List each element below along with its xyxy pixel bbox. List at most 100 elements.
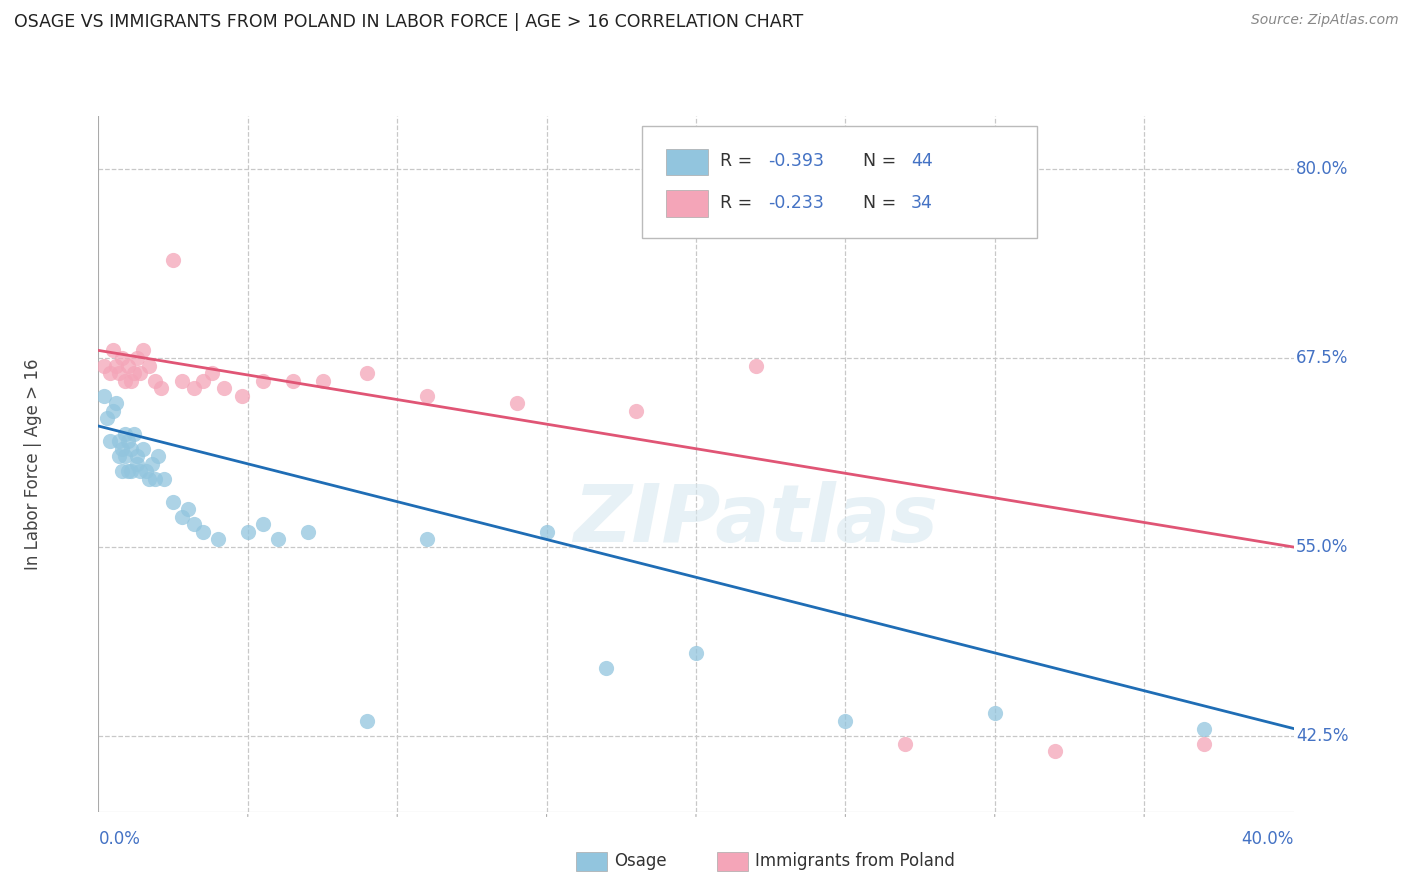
Point <box>93 389 115 403</box>
Text: R =: R = <box>720 153 758 170</box>
Point <box>117 464 139 478</box>
Point <box>685 646 707 660</box>
Point <box>172 509 194 524</box>
Text: OSAGE VS IMMIGRANTS FROM POLAND IN LABOR FORCE | AGE > 16 CORRELATION CHART: OSAGE VS IMMIGRANTS FROM POLAND IN LABOR… <box>14 13 803 31</box>
Point <box>1192 737 1215 751</box>
Point <box>183 381 205 395</box>
Point <box>124 366 146 380</box>
Point <box>132 442 155 456</box>
Point <box>135 464 157 478</box>
Point <box>117 359 139 373</box>
Text: 67.5%: 67.5% <box>1296 349 1348 367</box>
Point <box>191 374 214 388</box>
Point <box>1043 744 1066 758</box>
FancyBboxPatch shape <box>666 190 709 217</box>
Point <box>114 450 136 464</box>
Text: 44: 44 <box>911 153 932 170</box>
Point <box>536 524 558 539</box>
Point <box>111 351 134 365</box>
Text: ZIPatlas: ZIPatlas <box>574 481 938 558</box>
Point <box>183 517 205 532</box>
Point <box>150 381 173 395</box>
Point <box>120 464 142 478</box>
Point <box>141 457 163 471</box>
Point <box>96 411 118 425</box>
Point <box>416 389 439 403</box>
Point <box>201 366 224 380</box>
Point <box>162 252 184 267</box>
Point <box>212 381 235 395</box>
Point <box>834 714 856 728</box>
Text: In Labor Force | Age > 16: In Labor Force | Age > 16 <box>24 358 42 570</box>
Point <box>311 374 333 388</box>
Point <box>108 366 131 380</box>
Point <box>172 374 194 388</box>
Point <box>111 442 134 456</box>
Point <box>207 533 229 547</box>
Point <box>153 472 176 486</box>
Point <box>124 426 146 441</box>
Point <box>894 737 917 751</box>
Point <box>356 714 378 728</box>
Point <box>252 374 274 388</box>
Point <box>98 434 122 449</box>
Text: 40.0%: 40.0% <box>1241 830 1294 848</box>
Point <box>177 502 200 516</box>
Text: -0.233: -0.233 <box>768 194 824 212</box>
Point <box>129 366 152 380</box>
Point <box>114 426 136 441</box>
Point <box>132 343 155 358</box>
Point <box>98 366 122 380</box>
Point <box>138 472 160 486</box>
Text: 80.0%: 80.0% <box>1296 160 1348 178</box>
Point <box>143 472 166 486</box>
Point <box>1192 722 1215 736</box>
Point <box>416 533 439 547</box>
Point <box>103 343 125 358</box>
Point <box>105 396 128 410</box>
Point <box>105 359 128 373</box>
Text: Immigrants from Poland: Immigrants from Poland <box>755 852 955 870</box>
Point <box>127 351 149 365</box>
FancyBboxPatch shape <box>666 149 709 175</box>
Text: 34: 34 <box>911 194 934 212</box>
Point <box>103 404 125 418</box>
Text: Osage: Osage <box>614 852 666 870</box>
Point <box>356 366 378 380</box>
Point <box>111 464 134 478</box>
Point <box>595 661 617 675</box>
Point <box>162 494 184 508</box>
Point <box>281 374 304 388</box>
Text: -0.393: -0.393 <box>768 153 824 170</box>
Point <box>506 396 529 410</box>
Point <box>117 434 139 449</box>
Point <box>108 434 131 449</box>
Point <box>191 524 214 539</box>
Point <box>120 374 142 388</box>
Point <box>252 517 274 532</box>
Text: Source: ZipAtlas.com: Source: ZipAtlas.com <box>1251 13 1399 28</box>
Text: 42.5%: 42.5% <box>1296 727 1348 745</box>
Text: R =: R = <box>720 194 758 212</box>
Point <box>127 457 149 471</box>
Point <box>143 374 166 388</box>
Point <box>93 359 115 373</box>
Point <box>129 464 152 478</box>
Text: N =: N = <box>863 153 903 170</box>
Point <box>231 389 253 403</box>
Point <box>127 450 149 464</box>
Point <box>114 374 136 388</box>
FancyBboxPatch shape <box>643 127 1036 238</box>
Point <box>108 450 131 464</box>
Point <box>745 359 768 373</box>
Text: 0.0%: 0.0% <box>98 830 141 848</box>
Point <box>297 524 319 539</box>
Text: 55.0%: 55.0% <box>1296 538 1348 556</box>
Point <box>148 450 170 464</box>
Point <box>120 442 142 456</box>
Point <box>267 533 290 547</box>
Point <box>236 524 259 539</box>
Text: N =: N = <box>863 194 903 212</box>
Point <box>983 706 1005 721</box>
Point <box>138 359 160 373</box>
